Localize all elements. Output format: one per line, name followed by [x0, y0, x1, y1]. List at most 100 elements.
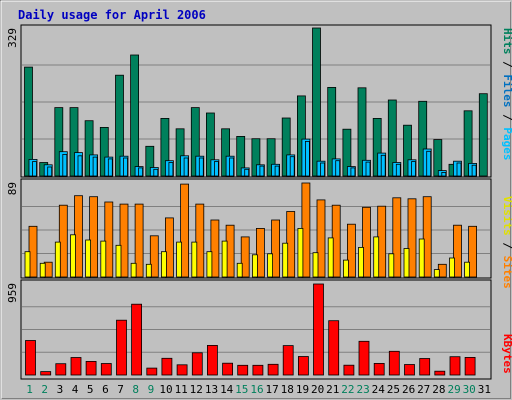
- bar-hits-day-15: [236, 135, 246, 177]
- x-label-day-1: 1: [26, 383, 33, 396]
- bar-kbytes-day-3: [55, 363, 67, 376]
- bar-pages-day-24: [380, 154, 386, 177]
- bar-visits-day-22: [342, 259, 349, 278]
- bar-pages-day-26: [411, 161, 416, 177]
- bar-hits-day-23: [357, 87, 367, 177]
- bar-sites-day-10: [164, 217, 174, 278]
- bar-pages-day-10: [168, 162, 174, 177]
- legend-pages: Pages: [501, 127, 512, 160]
- bar-kbytes-day-11: [176, 364, 188, 376]
- legend-sites: Sites: [501, 256, 512, 289]
- bar-kbytes-day-7: [116, 319, 127, 376]
- legend-visits: Visits: [501, 196, 512, 236]
- bar-pages-day-23: [365, 161, 371, 177]
- bar-sites-day-8: [134, 203, 144, 278]
- bar-sites-day-22: [346, 223, 356, 278]
- bar-visits-day-28: [433, 269, 440, 278]
- bar-kbytes-day-18: [282, 345, 294, 376]
- x-label-day-20: 20: [311, 383, 324, 396]
- bar-pages-day-25: [395, 163, 401, 177]
- chart-title: Daily usage for April 2006: [18, 8, 206, 22]
- bar-pages-day-17: [274, 165, 280, 177]
- bar-visits-day-26: [403, 248, 410, 278]
- bar-sites-day-6: [104, 201, 114, 278]
- bar-pages-day-30: [471, 164, 477, 177]
- x-label-day-23: 23: [356, 383, 369, 396]
- bar-kbytes-day-23: [358, 340, 370, 376]
- bar-pages-day-22: [350, 167, 356, 177]
- bar-sites-day-13: [210, 219, 220, 278]
- bar-hits-day-16: [251, 138, 261, 177]
- bar-kbytes-day-10: [161, 357, 173, 376]
- bar-visits-day-11: [176, 241, 183, 278]
- x-label-day-16: 16: [250, 383, 263, 396]
- bar-pages-day-7: [123, 157, 128, 177]
- x-label-day-17: 17: [265, 383, 278, 396]
- bar-hits-day-6: [99, 127, 109, 177]
- bar-visits-day-7: [115, 244, 122, 278]
- bar-sites-day-16: [255, 227, 265, 278]
- bar-kbytes-day-25: [388, 350, 400, 376]
- x-label-day-8: 8: [132, 383, 139, 396]
- bar-kbytes-day-15: [237, 364, 249, 376]
- bar-pages-day-19: [304, 140, 310, 177]
- bar-kbytes-day-2: [40, 371, 52, 376]
- bar-kbytes-day-29: [449, 356, 461, 376]
- bar-pages-day-11: [183, 157, 189, 177]
- bar-sites-day-12: [195, 203, 205, 278]
- bar-hits-day-4: [69, 107, 79, 177]
- bar-visits-day-20: [312, 252, 319, 278]
- bar-sites-day-29: [453, 224, 462, 278]
- bar-visits-day-21: [327, 237, 334, 278]
- bar-pages-day-6: [107, 158, 113, 177]
- legend-sep-3: /: [501, 236, 512, 256]
- bar-visits-day-14: [221, 240, 228, 278]
- x-label-day-9: 9: [148, 383, 155, 396]
- x-axis-labels: 1 2 3 4 5 6 7 8 9 10 11 12 13 14 15 16 17 18 19 20 21 22 23 24 2…: [26, 383, 491, 396]
- x-label-day-13: 13: [205, 383, 218, 396]
- bar-pages-day-18: [289, 156, 295, 177]
- bar-kbytes-day-13: [206, 344, 218, 376]
- bar-pages-day-3: [62, 153, 68, 177]
- bar-pages-day-28: [441, 171, 447, 177]
- bar-kbytes-day-6: [100, 363, 112, 376]
- bar-visits-day-16: [251, 254, 258, 278]
- bar-visits-day-25: [388, 253, 395, 278]
- x-label-day-2: 2: [41, 383, 48, 396]
- bar-sites-day-7: [119, 203, 129, 278]
- bar-hits-day-31: [478, 93, 488, 177]
- x-label-day-21: 21: [326, 383, 339, 396]
- bar-hits-day-21: [327, 87, 337, 177]
- bar-visits-day-12: [191, 241, 198, 278]
- bar-sites-day-11: [180, 183, 190, 278]
- x-label-day-25: 25: [387, 383, 400, 396]
- panel-kbytes-max-label: 959: [6, 283, 19, 303]
- bar-hits-day-5: [84, 120, 94, 177]
- x-label-day-11: 11: [175, 383, 188, 396]
- bar-sites-day-3: [58, 204, 68, 278]
- x-label-day-12: 12: [190, 383, 203, 396]
- bar-pages-day-16: [259, 165, 265, 177]
- bar-pages-day-4: [77, 155, 83, 177]
- bar-hits-day-26: [403, 124, 412, 177]
- bar-pages-day-12: [198, 157, 204, 177]
- x-label-day-31: 31: [478, 383, 491, 396]
- bar-kbytes-day-27: [419, 358, 431, 376]
- x-label-day-26: 26: [402, 383, 415, 396]
- bar-pages-day-1: [32, 161, 37, 177]
- legend-visits-sites: Visits / Sites: [501, 196, 512, 289]
- bar-sites-day-30: [468, 225, 478, 278]
- legend-hits-files-pages: Hits / Files / Pages: [501, 28, 512, 161]
- bar-visits-day-1: [24, 251, 31, 278]
- bar-hits-day-7: [115, 74, 124, 177]
- bar-sites-day-25: [392, 197, 402, 278]
- bar-visits-day-27: [418, 238, 425, 278]
- bar-kbytes-day-17: [267, 363, 279, 376]
- bar-hits-day-12: [190, 107, 200, 177]
- bars: [24, 27, 488, 376]
- legend-kbytes-label: KBytes: [501, 334, 512, 374]
- x-label-day-27: 27: [417, 383, 430, 396]
- bar-hits-day-24: [372, 118, 382, 177]
- bar-hits-day-19: [296, 95, 306, 177]
